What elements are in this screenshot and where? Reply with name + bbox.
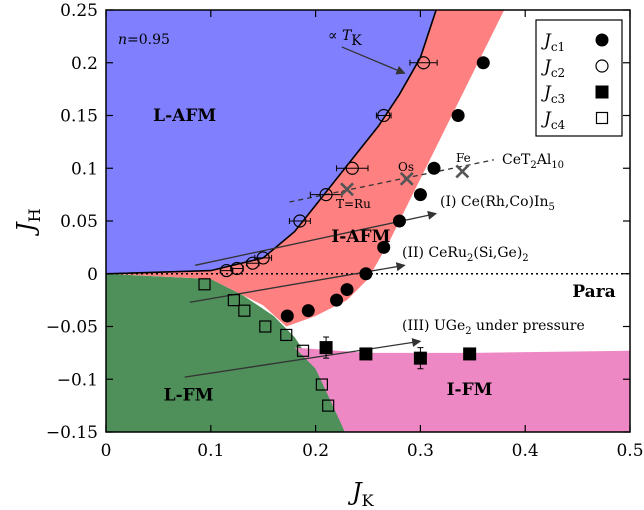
jc1-point bbox=[301, 304, 315, 318]
path-i-label: (I) Ce(Rh,Co)In5 bbox=[440, 194, 555, 213]
jc4-point bbox=[227, 294, 240, 307]
x-tick-label: 0 bbox=[101, 441, 112, 461]
jc4-point bbox=[322, 399, 335, 412]
jc2-point bbox=[416, 56, 431, 70]
jc4-point bbox=[280, 328, 293, 342]
jc3-point bbox=[319, 341, 333, 355]
region-l-afm bbox=[106, 10, 437, 274]
cet2al10-point bbox=[455, 164, 470, 179]
jc4-point bbox=[296, 344, 310, 357]
jc1-point bbox=[377, 240, 391, 254]
jc1-point bbox=[392, 214, 406, 228]
jc1-point bbox=[451, 109, 465, 122]
jc2-point bbox=[230, 261, 244, 276]
x-axis-title: JK bbox=[347, 478, 375, 510]
jc1-point bbox=[413, 188, 427, 202]
legend-label-jc2: Jc2 bbox=[541, 57, 565, 80]
legend: Jc1 Jc2 Jc3 Jc4 bbox=[535, 19, 623, 137]
legend-label-jc1: Jc1 bbox=[541, 31, 565, 54]
tk-arrow bbox=[341, 46, 406, 75]
jc2-xerr bbox=[336, 165, 369, 172]
x-tick-label: 0.1 bbox=[197, 441, 224, 461]
legend-marker-jc4 bbox=[595, 111, 609, 125]
jc2-point bbox=[219, 263, 234, 278]
fe-label: Fe bbox=[456, 151, 471, 165]
n-annotation: n=0.95 bbox=[118, 32, 170, 48]
path-iii-arrow bbox=[184, 338, 422, 378]
region-label-i-fm: I-FM bbox=[447, 380, 493, 400]
x-tick-label: 0.4 bbox=[512, 441, 539, 461]
y-tick-label: −0.15 bbox=[46, 423, 98, 443]
jc2-point bbox=[246, 256, 260, 270]
jc4-point bbox=[315, 378, 328, 391]
jc1-point bbox=[340, 283, 354, 297]
legend-label-jc4: Jc4 bbox=[541, 109, 566, 132]
region-label-para: Para bbox=[572, 282, 615, 302]
path-ii-label: (II) CeRu2(Si,Ge)2 bbox=[402, 245, 529, 264]
tk-boundary-curve bbox=[106, 10, 437, 275]
region-label-i-afm: I-AFM bbox=[331, 227, 390, 247]
jc3-point bbox=[463, 347, 477, 361]
legend-marker-jc1 bbox=[595, 33, 609, 47]
os-label: Os bbox=[398, 160, 414, 174]
path-iii-label: (III) UGe2 under pressure bbox=[402, 318, 585, 337]
region-label-l-afm: L-AFM bbox=[153, 106, 216, 126]
jc4-point bbox=[198, 278, 211, 291]
jc1-point bbox=[359, 267, 373, 281]
cet2al10-dashed-line bbox=[289, 159, 494, 203]
jc4-point bbox=[259, 320, 272, 333]
jc2-point bbox=[319, 188, 333, 202]
x-tick-label: 0.2 bbox=[302, 441, 329, 461]
x-tick-label: 0.3 bbox=[407, 441, 434, 461]
jc1-point bbox=[330, 293, 344, 307]
region-i-fm bbox=[294, 347, 630, 432]
y-tick-label: 0.05 bbox=[60, 212, 98, 232]
jc2-point bbox=[377, 108, 391, 123]
jc1-point bbox=[427, 161, 441, 175]
y-tick-label: 0 bbox=[87, 265, 98, 285]
legend-marker-jc3 bbox=[595, 85, 609, 99]
region-label-l-fm: L-FM bbox=[164, 385, 214, 405]
jc2-xerr bbox=[375, 112, 392, 119]
jc2-point bbox=[256, 251, 270, 265]
y-tick-label: 0.25 bbox=[60, 1, 98, 21]
jc1-point bbox=[476, 56, 490, 70]
legend-label-jc3: Jc3 bbox=[541, 83, 565, 106]
jc2-xerr bbox=[409, 59, 438, 66]
cet2al10-point bbox=[399, 171, 414, 186]
tk-annotation: ∝ TK bbox=[328, 28, 362, 49]
ru-label: T=Ru bbox=[336, 197, 371, 211]
y-tick-label: −0.05 bbox=[46, 318, 98, 338]
y-tick-label: 0.15 bbox=[60, 107, 98, 127]
jc3-point bbox=[359, 347, 373, 361]
x-tick-label: 0.5 bbox=[616, 441, 643, 461]
jc2-point bbox=[345, 161, 359, 175]
jc1-point bbox=[280, 309, 294, 323]
cet2al10-label: CeT2Al10 bbox=[502, 152, 564, 171]
legend-marker-jc2 bbox=[595, 59, 609, 73]
jc4-point bbox=[238, 304, 251, 317]
jc2-point bbox=[293, 214, 307, 228]
region-i-afm bbox=[106, 10, 505, 327]
y-axis-title: JH bbox=[12, 208, 44, 237]
y-tick-label: −0.1 bbox=[57, 370, 98, 390]
jc3-point bbox=[413, 351, 427, 365]
y-tick-label: 0.1 bbox=[71, 159, 98, 179]
region-l-fm bbox=[106, 273, 345, 432]
jc2-xerr bbox=[288, 218, 311, 224]
y-tick-label: 0.2 bbox=[71, 54, 98, 74]
cet2al10-point bbox=[340, 182, 354, 197]
